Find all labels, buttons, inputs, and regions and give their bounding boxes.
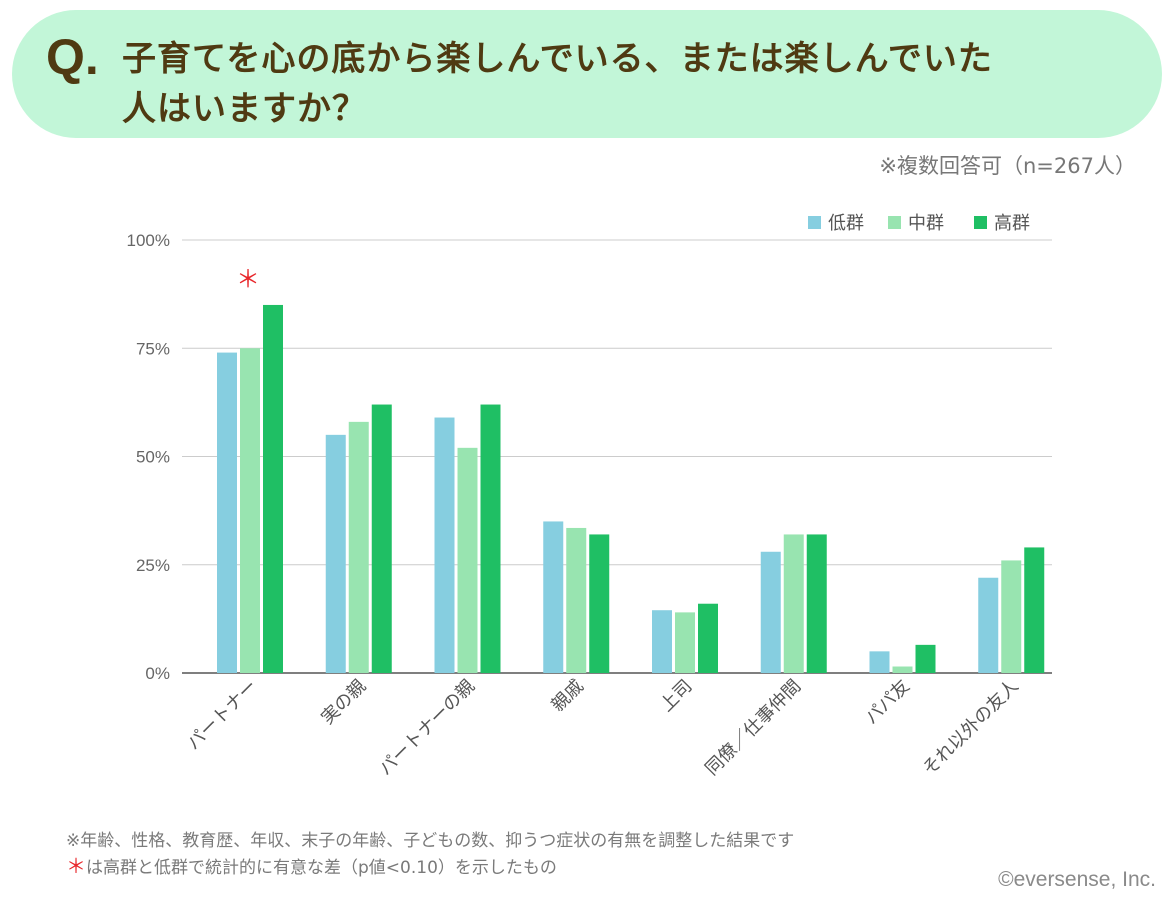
- category-label: それ以外の友人: [919, 676, 1023, 780]
- bar-高群: [806, 534, 827, 673]
- bar-低群: [543, 521, 564, 673]
- legend-label: 低群: [828, 213, 864, 234]
- bar-高群: [589, 534, 610, 673]
- legend-label: 高群: [994, 213, 1030, 234]
- question-title: 子育てを心の底から楽しんでいる、または楽しんでいた 人はいますか？: [122, 34, 1122, 134]
- y-tick-label: 0%: [145, 664, 170, 683]
- legend-label: 中群: [908, 213, 944, 234]
- category-label: 上司: [656, 676, 696, 716]
- bar-低群: [978, 577, 999, 673]
- footnote-significance-text: は高群と低群で統計的に有意な差（p値<0.10）を示したもの: [86, 858, 557, 878]
- category-label: パパ友: [861, 676, 914, 729]
- copyright: ©eversense, Inc.: [998, 868, 1156, 891]
- bar-中群: [892, 666, 913, 673]
- y-tick-label: 50%: [136, 448, 170, 467]
- category-label: パートナーの親: [375, 676, 479, 780]
- bar-中群: [457, 447, 478, 673]
- bar-低群: [869, 651, 890, 673]
- y-tick-label: 75%: [136, 339, 170, 358]
- bar-低群: [652, 610, 672, 673]
- bar-低群: [760, 551, 781, 673]
- bar-高群: [480, 404, 501, 673]
- y-tick-label: 25%: [136, 556, 170, 575]
- question-banner: [12, 10, 1162, 138]
- significance-star: ＊: [236, 265, 260, 293]
- sample-size-note: ※複数回答可（n=267人）: [879, 154, 1136, 178]
- bar-低群: [434, 417, 455, 673]
- bar-中群: [348, 421, 369, 673]
- question-title-line-1: 子育てを心の底から楽しんでいる、または楽しんでいた: [122, 39, 993, 79]
- footnote-adjustment: ※年齢、性格、教育歴、年収、末子の年齢、子どもの数、抑うつ症状の有無を調整した結…: [66, 831, 795, 851]
- bar-低群: [217, 352, 237, 673]
- legend-swatch-高群: [974, 216, 987, 229]
- bar-高群: [698, 603, 718, 673]
- bar-chart: 0% 25% 50% 75% 100% パートナー 実の親 パートナーの親 親戚 上司 同僚／仕事仲…: [127, 213, 1052, 780]
- category-label: 同僚／仕事仲間: [701, 676, 805, 780]
- category-label: パートナー: [183, 676, 261, 754]
- y-tick-label: 100%: [127, 231, 170, 250]
- footnote-significance: ＊は高群と低群で統計的に有意な差（p値<0.10）を示したもの: [66, 850, 557, 879]
- bar-中群: [783, 534, 804, 673]
- category-label: 親戚: [547, 676, 587, 716]
- bar-中群: [240, 348, 260, 673]
- bar-中群: [566, 527, 587, 673]
- bar-高群: [263, 304, 283, 673]
- bar-中群: [1001, 560, 1022, 673]
- bar-低群: [325, 434, 346, 673]
- question-title-line-2: 人はいますか？: [122, 89, 367, 129]
- footnote-star-mark: ＊: [66, 854, 86, 878]
- bar-高群: [371, 404, 392, 673]
- bar-高群: [1024, 547, 1045, 673]
- legend-swatch-中群: [888, 216, 901, 229]
- bar-中群: [675, 612, 695, 673]
- bar-高群: [915, 644, 936, 673]
- legend-swatch-低群: [808, 216, 821, 229]
- category-label: 実の親: [317, 676, 370, 729]
- question-mark-label: Q.: [46, 29, 99, 85]
